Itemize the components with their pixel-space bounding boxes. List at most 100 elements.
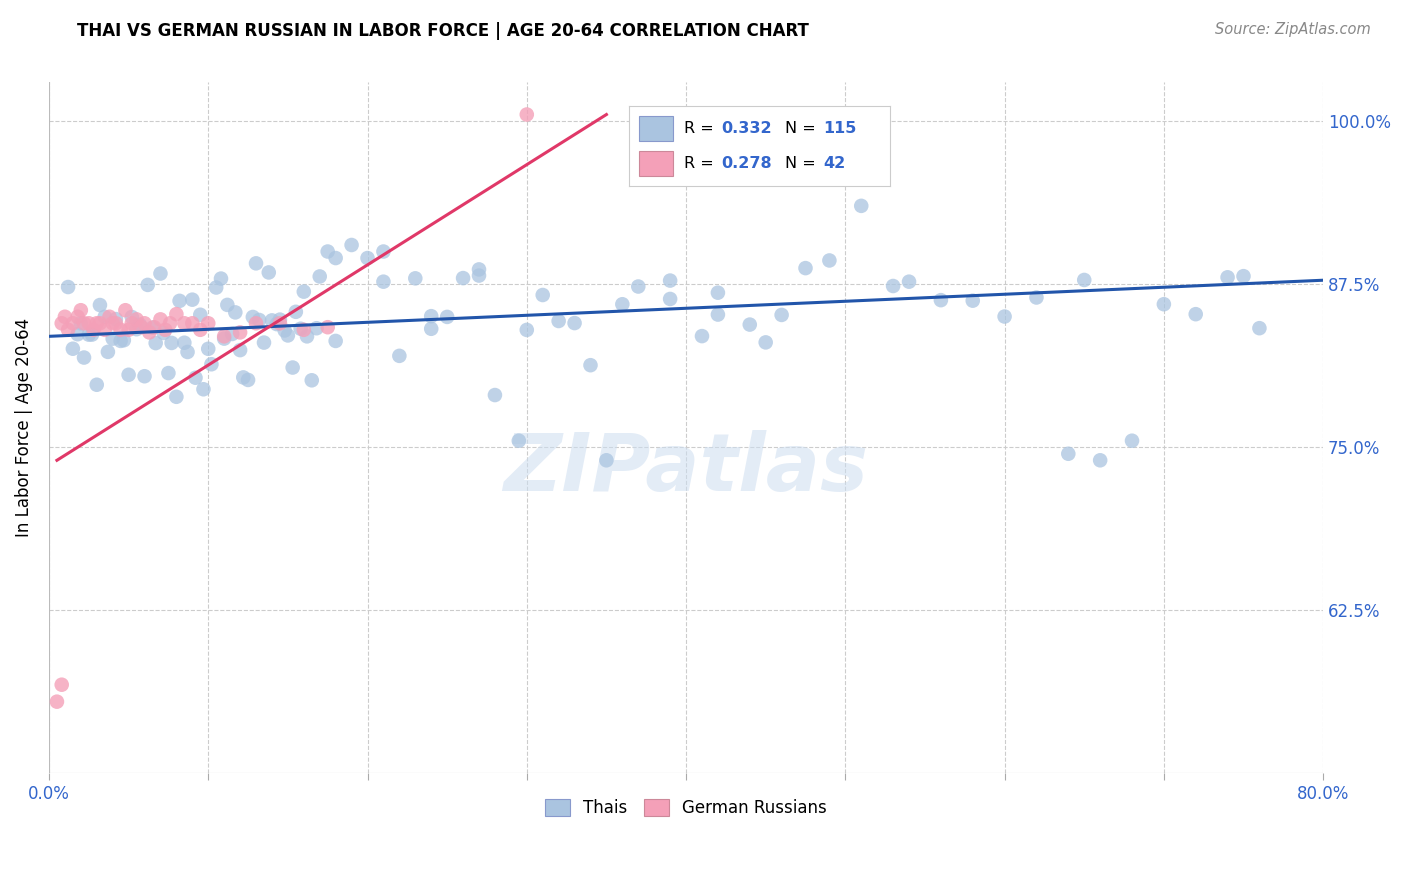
Point: [51, 316, 73, 330]
Point: [484, 388, 506, 402]
Point: [181, 293, 204, 307]
Point: [325, 334, 347, 348]
Text: ZIPatlas: ZIPatlas: [503, 430, 869, 508]
Point: [51, 678, 73, 692]
Point: [83, 323, 105, 337]
Point: [98, 310, 121, 324]
Text: THAI VS GERMAN RUSSIAN IN LABOR FORCE | AGE 20-64 CORRELATION CHART: THAI VS GERMAN RUSSIAN IN LABOR FORCE | …: [77, 22, 810, 40]
Point: [882, 279, 904, 293]
Point: [468, 268, 491, 283]
Point: [1088, 453, 1111, 467]
Point: [516, 107, 538, 121]
Point: [45, 695, 67, 709]
Point: [257, 265, 280, 279]
Point: [136, 277, 159, 292]
Point: [595, 453, 617, 467]
Point: [260, 313, 283, 327]
Point: [508, 434, 530, 448]
Point: [62, 342, 84, 356]
Point: [1249, 321, 1271, 335]
Point: [1057, 447, 1080, 461]
Point: [547, 314, 569, 328]
Point: [295, 329, 318, 343]
Point: [169, 293, 191, 308]
Point: [173, 335, 195, 350]
Point: [197, 316, 219, 330]
Point: [420, 309, 443, 323]
Point: [56, 280, 79, 294]
Point: [229, 343, 252, 358]
Point: [1121, 434, 1143, 448]
Point: [755, 335, 778, 350]
Point: [149, 267, 172, 281]
Point: [232, 370, 254, 384]
Point: [373, 275, 395, 289]
Point: [97, 344, 120, 359]
Point: [221, 326, 243, 341]
Text: Source: ZipAtlas.com: Source: ZipAtlas.com: [1215, 22, 1371, 37]
Point: [155, 323, 177, 337]
Point: [117, 368, 139, 382]
Point: [188, 323, 211, 337]
Point: [66, 327, 89, 342]
Point: [707, 285, 730, 300]
Point: [269, 316, 291, 330]
Point: [1025, 291, 1047, 305]
Point: [217, 298, 239, 312]
Point: [292, 323, 315, 337]
Point: [157, 366, 180, 380]
Point: [659, 274, 682, 288]
Point: [738, 318, 761, 332]
Point: [197, 342, 219, 356]
Point: [141, 320, 163, 334]
Point: [176, 345, 198, 359]
Y-axis label: In Labor Force | Age 20-64: In Labor Force | Age 20-64: [15, 318, 32, 537]
Point: [114, 303, 136, 318]
Point: [436, 310, 458, 324]
Point: [138, 326, 160, 340]
Point: [69, 303, 91, 318]
Point: [316, 320, 339, 334]
Point: [281, 360, 304, 375]
Point: [159, 316, 181, 330]
Point: [193, 382, 215, 396]
Point: [134, 369, 156, 384]
Point: [152, 326, 174, 340]
Point: [247, 313, 270, 327]
Point: [451, 271, 474, 285]
Point: [468, 262, 491, 277]
Point: [53, 310, 76, 324]
Point: [73, 316, 96, 330]
Point: [308, 269, 330, 284]
Point: [516, 323, 538, 337]
Point: [579, 358, 602, 372]
Point: [73, 351, 96, 365]
Point: [994, 310, 1017, 324]
Point: [1184, 307, 1206, 321]
Point: [160, 335, 183, 350]
Point: [224, 305, 246, 319]
Point: [181, 316, 204, 330]
Point: [1153, 297, 1175, 311]
Point: [89, 316, 111, 330]
Point: [212, 332, 235, 346]
Point: [93, 310, 115, 324]
Point: [89, 298, 111, 312]
Point: [356, 251, 378, 265]
Point: [292, 285, 315, 299]
Point: [188, 308, 211, 322]
Point: [110, 334, 132, 348]
Point: [1216, 270, 1239, 285]
Point: [205, 280, 228, 294]
Point: [404, 271, 426, 285]
Point: [770, 308, 793, 322]
Point: [531, 288, 554, 302]
Point: [707, 308, 730, 322]
Point: [110, 323, 132, 337]
Point: [165, 307, 187, 321]
Point: [236, 373, 259, 387]
Point: [316, 244, 339, 259]
Point: [131, 320, 153, 334]
Point: [104, 312, 127, 326]
Point: [898, 275, 921, 289]
